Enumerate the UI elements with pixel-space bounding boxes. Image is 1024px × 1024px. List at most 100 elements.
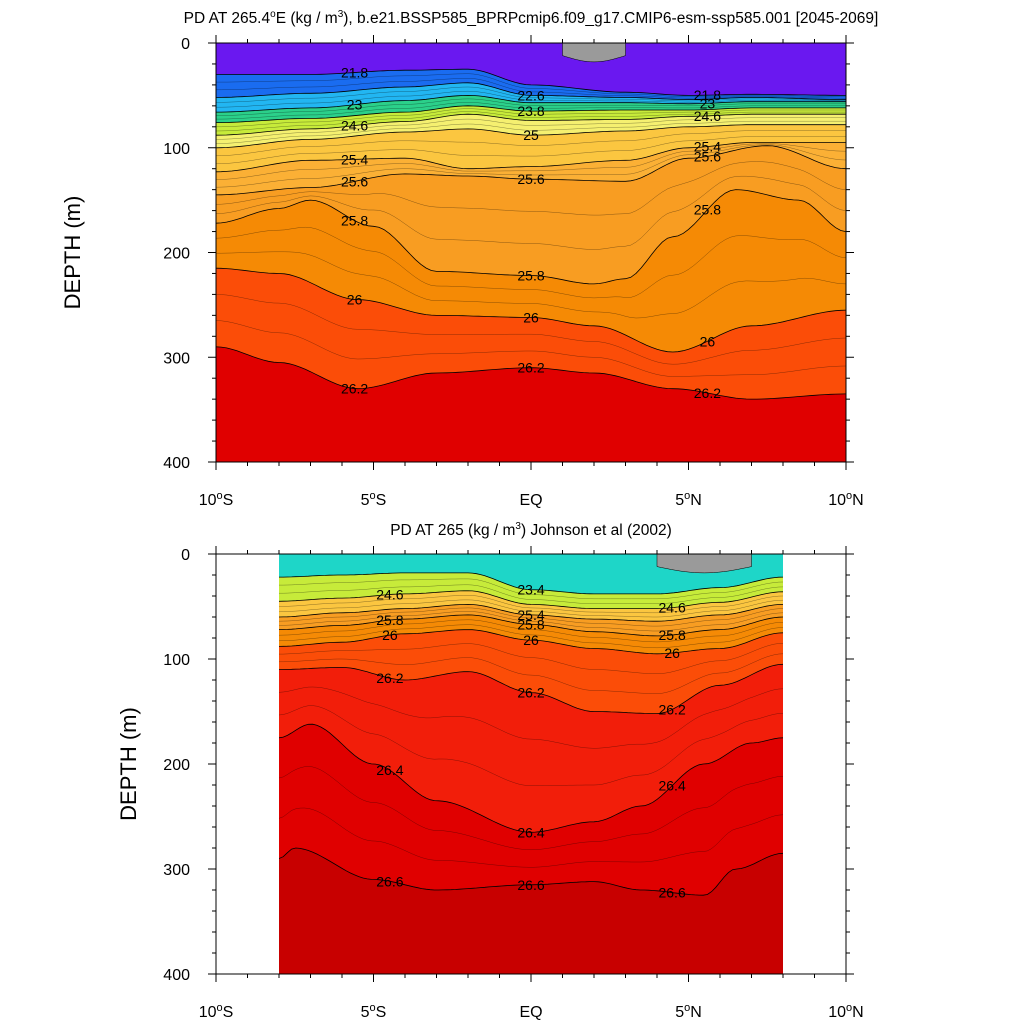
contour-label: 24.6 — [341, 118, 368, 134]
contour-line-24-6 — [216, 113, 846, 136]
contour-label: 25.8 — [517, 616, 544, 632]
minor-contour — [279, 686, 783, 749]
contour-line-25 — [216, 124, 846, 149]
contour-label: 26 — [382, 627, 398, 643]
minor-contour — [216, 108, 846, 127]
contour-label: 26 — [700, 333, 716, 349]
contour-line-26 — [216, 267, 846, 353]
contour-label: 26.4 — [658, 778, 685, 794]
contour-label: 26 — [523, 632, 539, 648]
contour-label: 26.2 — [658, 701, 685, 717]
minor-contour — [216, 90, 846, 108]
surface-light-region — [656, 554, 752, 574]
minor-contour — [216, 136, 846, 164]
contour-line-25-6 — [216, 145, 846, 196]
contour-label: 26.2 — [376, 670, 403, 686]
x-tick-label: 5oN — [675, 490, 702, 509]
y-axis-label: DEPTH (m) — [116, 707, 141, 821]
minor-contour — [216, 226, 846, 299]
minor-contour — [216, 161, 846, 216]
minor-contour — [216, 73, 846, 98]
x-tick-label: 5oS — [361, 1002, 387, 1021]
minor-contour — [279, 807, 783, 868]
minor-contour — [216, 98, 846, 116]
contour-label: 26.6 — [658, 885, 685, 901]
contour-line-24-6 — [279, 590, 783, 609]
contour-label: 26.6 — [517, 877, 544, 893]
y-tick-label: 0 — [181, 547, 190, 564]
minor-contour — [216, 320, 846, 377]
chart-title: PD AT 265 (kg / m3​) Johnson et al (2002… — [390, 521, 672, 539]
minor-contour — [279, 705, 783, 786]
minor-contour — [216, 117, 846, 140]
surface-light-region — [562, 43, 626, 63]
minor-contour — [279, 766, 783, 851]
contour-label: 26.2 — [517, 360, 544, 376]
contour-label: 25.8 — [517, 268, 544, 284]
minor-contour — [279, 643, 783, 674]
contour-line-26-2 — [216, 346, 846, 400]
x-tick-label: 5oS — [361, 490, 387, 509]
minor-contour — [216, 78, 846, 99]
contour-label: 25.8 — [376, 612, 403, 628]
x-tick-label: 10oS — [199, 1002, 234, 1021]
minor-contour — [279, 611, 783, 632]
contour-label: 23.4 — [517, 582, 544, 598]
contour-line-26 — [279, 629, 783, 655]
contour-label: 25.6 — [517, 171, 544, 187]
y-tick-label: 300 — [163, 350, 190, 367]
contour-label: 26 — [523, 309, 539, 325]
y-axis-label: DEPTH (m) — [60, 196, 85, 310]
contour-label: 25.8 — [694, 202, 721, 218]
minor-contour — [216, 251, 846, 319]
contour-line-25-8 — [216, 189, 846, 285]
contour-label: 25.8 — [658, 627, 685, 643]
minor-contour — [216, 130, 846, 156]
y-tick-label: 0 — [181, 36, 190, 53]
y-tick-label: 400 — [163, 455, 190, 472]
contour-line-25-4 — [279, 603, 783, 622]
y-tick-label: 400 — [163, 967, 190, 984]
minor-contour — [216, 176, 846, 250]
y-tick-label: 100 — [163, 652, 190, 669]
minor-contour — [279, 653, 783, 694]
contour-label: 26.4 — [376, 762, 403, 778]
contour-line-25-8 — [279, 614, 783, 637]
contour-line-23 — [216, 94, 846, 113]
contour-label: 21.8 — [694, 87, 721, 103]
y-tick-label: 200 — [163, 757, 190, 774]
y-tick-label: 300 — [163, 862, 190, 879]
minor-contour — [216, 121, 846, 144]
band-above-21-8 — [216, 43, 846, 96]
y-tick-label: 200 — [163, 246, 190, 263]
minor-contour — [279, 624, 783, 649]
contour-label: 26.2 — [694, 385, 721, 401]
minor-contour — [279, 595, 783, 613]
contour-line-26-2 — [279, 663, 783, 714]
contour-label: 26 — [347, 292, 363, 308]
contour-label: 26.2 — [517, 685, 544, 701]
contour-line-25-4 — [216, 142, 846, 173]
contour-label: 26.4 — [517, 824, 544, 840]
contour-line-21-8 — [216, 68, 846, 96]
contour-label: 25.6 — [694, 148, 721, 164]
x-tick-label: EQ — [519, 492, 542, 509]
minor-contour — [216, 143, 846, 180]
minor-contour — [279, 607, 783, 627]
contour-label: 22.6 — [517, 87, 544, 103]
contour-label: 26.2 — [341, 381, 368, 397]
contour-label: 25.4 — [517, 607, 544, 623]
x-tick-label: 5oN — [675, 1002, 702, 1021]
minor-contour — [216, 144, 846, 188]
minor-contour — [216, 111, 846, 132]
contour-label: 26.6 — [376, 873, 403, 889]
x-tick-label: 10oN — [828, 1002, 863, 1021]
contour-line-23-4 — [279, 572, 783, 595]
x-tick-label: 10oS — [199, 490, 234, 509]
contour-label: 26 — [664, 645, 680, 661]
contour-label: 25.8 — [341, 213, 368, 229]
contour-label: 23 — [347, 97, 363, 113]
chart-panel-johnson-2002: 26.6 26.6 26.6 26.4 26.4 26.4 26.2 26.2 26.2 26 26… — [116, 521, 864, 1021]
contour-line-23-8 — [216, 105, 846, 123]
